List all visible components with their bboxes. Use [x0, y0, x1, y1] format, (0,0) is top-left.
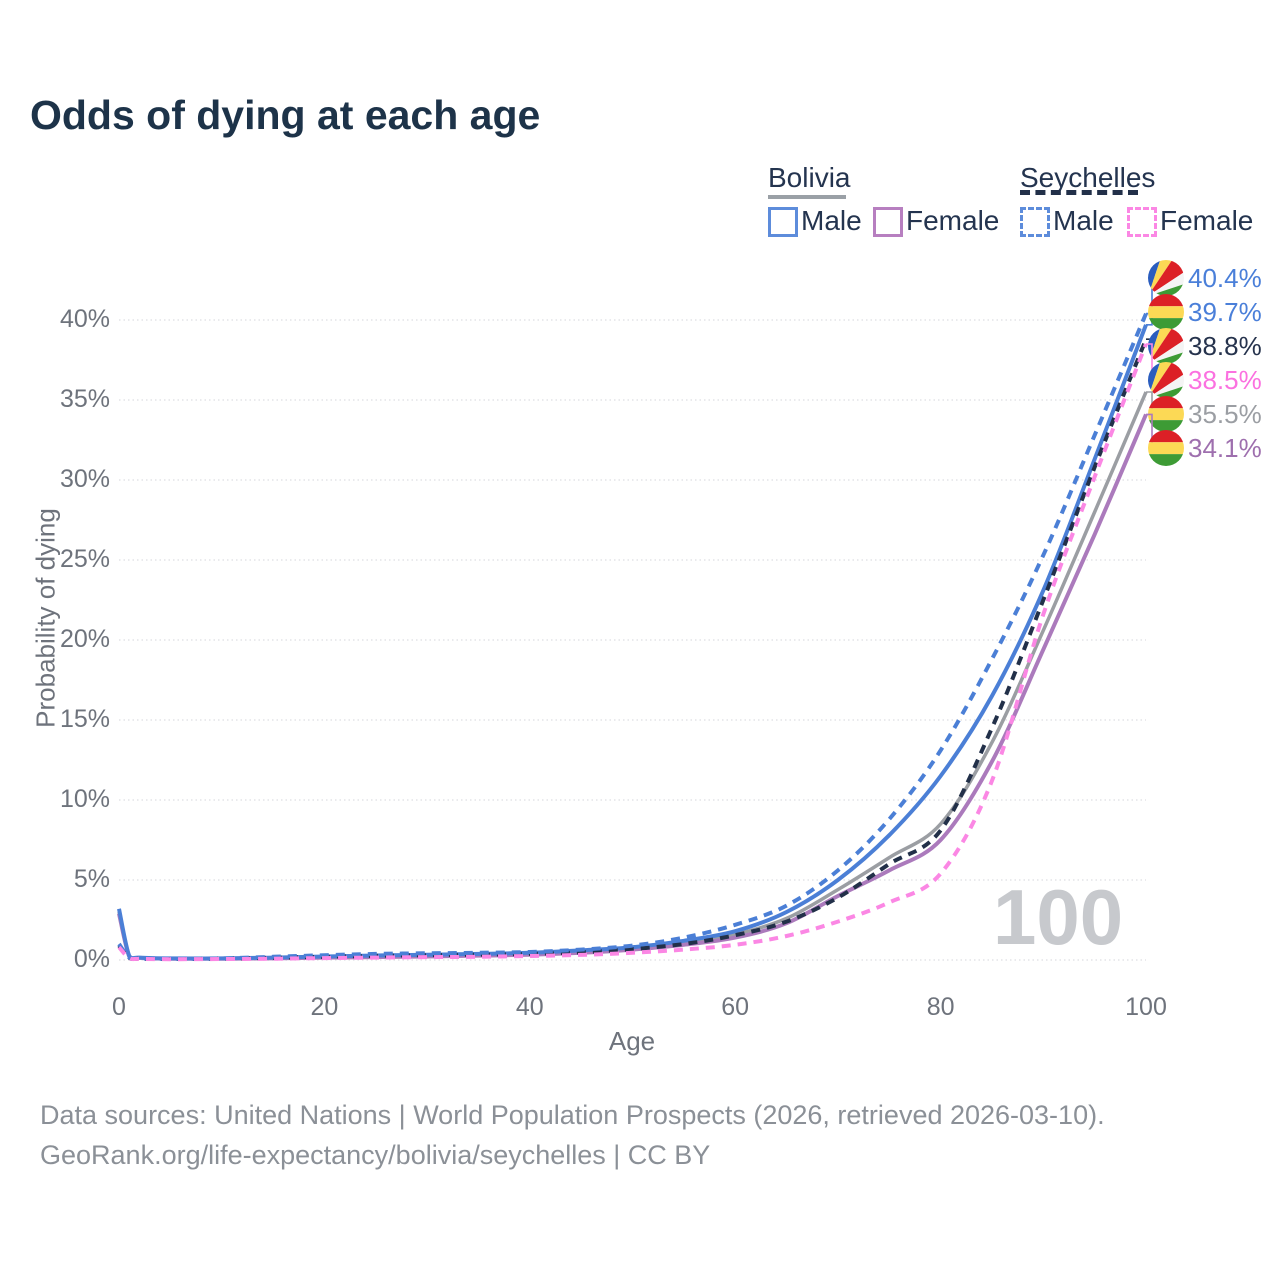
- seychelles-flag-icon: [1148, 328, 1184, 364]
- bolivia-flag-icon: [1148, 396, 1184, 432]
- bolivia-solid-line-swatch: [768, 195, 846, 199]
- y-tick-20: 20%: [59, 625, 110, 653]
- end-value-seychelles-male: 40.4%: [1188, 263, 1262, 293]
- x-tick-80: 80: [926, 993, 955, 1021]
- y-axis-title: Probability of dying: [30, 508, 61, 728]
- legend-item-bolivia-female[interactable]: Female: [906, 205, 1000, 236]
- legend-group-seychelles[interactable]: Seychelles: [1020, 162, 1156, 193]
- seychelles-dashed-line-swatch: [1020, 190, 1138, 195]
- end-value-bolivia-male: 39.7%: [1188, 297, 1262, 327]
- series-line-seychelles-female: [117, 343, 1148, 962]
- series-line-bolivia-male: [117, 324, 1148, 961]
- y-tick-40: 40%: [59, 305, 110, 333]
- x-tick-40: 40: [515, 993, 544, 1021]
- legend-group-bolivia[interactable]: Bolivia: [768, 162, 851, 193]
- y-tick-15: 15%: [59, 705, 110, 733]
- end-value-bolivia-both: 35.5%: [1188, 399, 1262, 429]
- page-title: Odds of dying at each age: [30, 92, 541, 138]
- series-line-bolivia-female: [117, 413, 1148, 961]
- x-tick-100: 100: [1125, 993, 1167, 1021]
- end-value-seychelles-female: 38.5%: [1188, 365, 1262, 395]
- legend-item-bolivia-male[interactable]: Male: [801, 205, 862, 236]
- seychelles-female-swatch-icon[interactable]: [1127, 207, 1157, 237]
- x-axis-title: Age: [608, 1026, 656, 1056]
- y-tick-25: 25%: [59, 545, 110, 573]
- footer-data-sources: Data sources: United Nations | World Pop…: [40, 1100, 1105, 1130]
- y-tick-0: 0%: [73, 945, 110, 973]
- seychelles-flag-icon: [1148, 362, 1184, 398]
- seychelles-flag-icon: [1148, 260, 1184, 296]
- series-line-bolivia-both: [117, 391, 1148, 961]
- x-tick-0: 0: [112, 993, 126, 1021]
- series-line-seychelles-male: [117, 312, 1148, 961]
- end-value-seychelles-both: 38.8%: [1188, 331, 1262, 361]
- seychelles-male-swatch-icon[interactable]: [1020, 207, 1050, 237]
- bolivia-flag-icon: [1148, 430, 1184, 466]
- y-tick-35: 35%: [59, 385, 110, 413]
- bolivia-male-swatch-icon[interactable]: [768, 207, 798, 237]
- x-tick-20: 20: [310, 993, 339, 1021]
- y-tick-5: 5%: [73, 865, 110, 893]
- bolivia-flag-icon: [1148, 294, 1184, 330]
- y-tick-10: 10%: [59, 785, 110, 813]
- y-tick-30: 30%: [59, 465, 110, 493]
- footer-url[interactable]: GeoRank.org/life-expectancy/bolivia/seyc…: [40, 1140, 711, 1170]
- legend-item-seychelles-female[interactable]: Female: [1160, 205, 1254, 236]
- bolivia-female-swatch-icon[interactable]: [873, 207, 903, 237]
- end-value-bolivia-female: 34.1%: [1188, 433, 1262, 463]
- legend-item-seychelles-male[interactable]: Male: [1053, 205, 1114, 236]
- x-tick-60: 60: [721, 993, 750, 1021]
- age-watermark: 100: [993, 873, 1124, 961]
- series-line-seychelles-both: [117, 338, 1148, 962]
